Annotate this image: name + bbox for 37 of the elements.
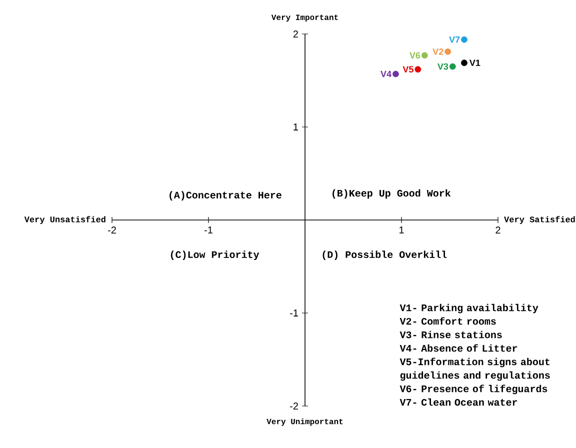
text: Very Satisfied [504, 216, 575, 224]
point [461, 36, 468, 43]
x-tick-label: -2 [108, 226, 116, 234]
y-tick-label: 1 [294, 124, 298, 130]
series-label: V3 [438, 63, 448, 70]
series-label: V7 [449, 36, 460, 43]
annotation: V7- Clean Ocean water [400, 398, 518, 406]
annotation: V2- Comfort rooms [400, 317, 496, 325]
text: Very Important [271, 14, 338, 22]
text: Very Unsatisfied [24, 216, 106, 224]
series-label: V2 [432, 48, 444, 55]
series-label: V1 [469, 60, 480, 66]
series-label: V4 [380, 70, 392, 78]
y-tick-label: 2 [293, 30, 298, 38]
point [449, 63, 456, 70]
x-tick-label: 1 [399, 226, 404, 234]
x-tick-label: 2 [496, 226, 500, 234]
annotation: (A)Concentrate Here [170, 191, 282, 200]
annotation: V5-Information signs about guidelines and regulations [400, 358, 550, 381]
annotation: (B)Keep Up Good Work [332, 189, 451, 199]
y-tick-label: -2 [290, 402, 298, 410]
annotation: (C)Low Priority [170, 250, 260, 260]
annotation: (D) Possible Overkill [322, 250, 447, 260]
y-tick-label: -1 [290, 310, 298, 316]
annotation: V4- Absence of Litter [400, 344, 518, 352]
series-label: V6 [410, 52, 420, 59]
series-label: V5 [402, 66, 414, 72]
point [414, 66, 422, 73]
point [421, 52, 428, 59]
point [444, 48, 452, 55]
annotation: V1- Parking availability [400, 304, 538, 314]
annotation: V6- Presence of lifeguards [400, 384, 548, 394]
x-tick-label: -1 [204, 226, 212, 234]
point [392, 70, 399, 78]
annotation: V3- Rinse stations [400, 330, 502, 338]
text: Very Unimportant [266, 418, 343, 426]
point [461, 60, 468, 66]
